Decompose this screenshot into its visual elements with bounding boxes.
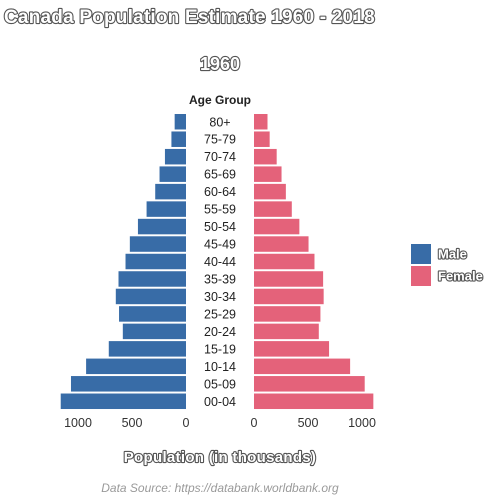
age-label-75-79: 75-79 [204,133,236,147]
age-label-25-29: 25-29 [204,307,236,321]
male-bar-40-44 [125,253,186,270]
x-axis-label: Population (in thousands) [124,449,316,466]
female-bar-50-54 [254,218,300,235]
female-bar-30-34 [254,288,324,305]
male-bar-35-39 [118,271,186,287]
male-bar-10-14 [86,358,186,375]
age-label-30-34: 30-34 [204,290,236,304]
male-bar-00-04 [60,393,186,410]
age-label-15-19: 15-19 [204,342,236,356]
legend-label-male: Male [438,247,467,262]
age-label-10-14: 10-14 [204,360,236,374]
legend-label-female: Female [438,269,483,284]
age-label-50-54: 50-54 [204,220,236,234]
data-source-note: Data Source: https://databank.worldbank.… [101,481,339,495]
female-bar-25-29 [254,306,321,322]
male-bar-65-69 [159,166,186,182]
age-label-40-44: 40-44 [204,255,236,269]
female-bar-70-74 [254,148,277,165]
male-bar-55-59 [146,201,186,217]
female-bar-75-79 [254,131,270,147]
legend: Male Female [411,244,484,286]
age-label-60-64: 60-64 [204,185,236,199]
x-ticks-group: 1000 500 0 0 500 1000 [64,416,376,430]
female-bar-55-59 [254,201,292,217]
female-bar-60-64 [254,183,286,200]
male-bar-30-34 [115,288,186,305]
female-bar-40-44 [254,253,315,270]
female-bar-00-04 [254,393,374,410]
age-label-45-49: 45-49 [204,238,236,252]
male-bar-45-49 [129,236,186,252]
female-bar-80+ [254,114,268,130]
age-label-00-04: 00-04 [204,395,236,409]
age-label-70-74: 70-74 [204,150,236,164]
chart-title: Canada Population Estimate 1960 - 2018 [4,7,375,28]
female-bar-10-14 [254,358,351,375]
male-bar-25-29 [119,306,186,322]
age-group-title: Age Group [189,93,251,107]
legend-swatch-male [411,244,431,264]
male-tick-label: 1000 [64,416,92,430]
bars-group: 80+ 75-79 70-74 65-69 60-64 55-59 50-54 45-49 40… [60,114,374,410]
age-label-55-59: 55-59 [204,203,236,217]
male-bar-05-09 [70,376,186,392]
female-tick-label: 500 [298,416,319,430]
male-tick-label: 0 [183,416,190,430]
female-bar-65-69 [254,166,282,182]
chart-subtitle: 1960 [200,54,240,74]
age-label-20-24: 20-24 [204,325,236,339]
age-label-80+: 80+ [209,115,230,129]
age-label-65-69: 65-69 [204,168,236,182]
female-tick-label: 1000 [348,416,376,430]
female-bar-45-49 [254,236,309,252]
female-tick-label: 0 [251,416,258,430]
male-bar-20-24 [122,323,186,340]
age-label-05-09: 05-09 [204,377,236,391]
male-bar-80+ [174,114,186,130]
male-bar-75-79 [171,131,186,147]
male-bar-60-64 [155,183,186,200]
female-bar-15-19 [254,341,330,357]
female-bar-05-09 [254,376,365,392]
legend-swatch-female [411,266,431,286]
male-bar-50-54 [137,218,186,235]
age-label-35-39: 35-39 [204,272,236,286]
male-bar-15-19 [108,341,186,357]
female-bar-20-24 [254,323,319,340]
male-bar-70-74 [164,148,186,165]
male-tick-label: 500 [122,416,143,430]
female-bar-35-39 [254,271,324,287]
